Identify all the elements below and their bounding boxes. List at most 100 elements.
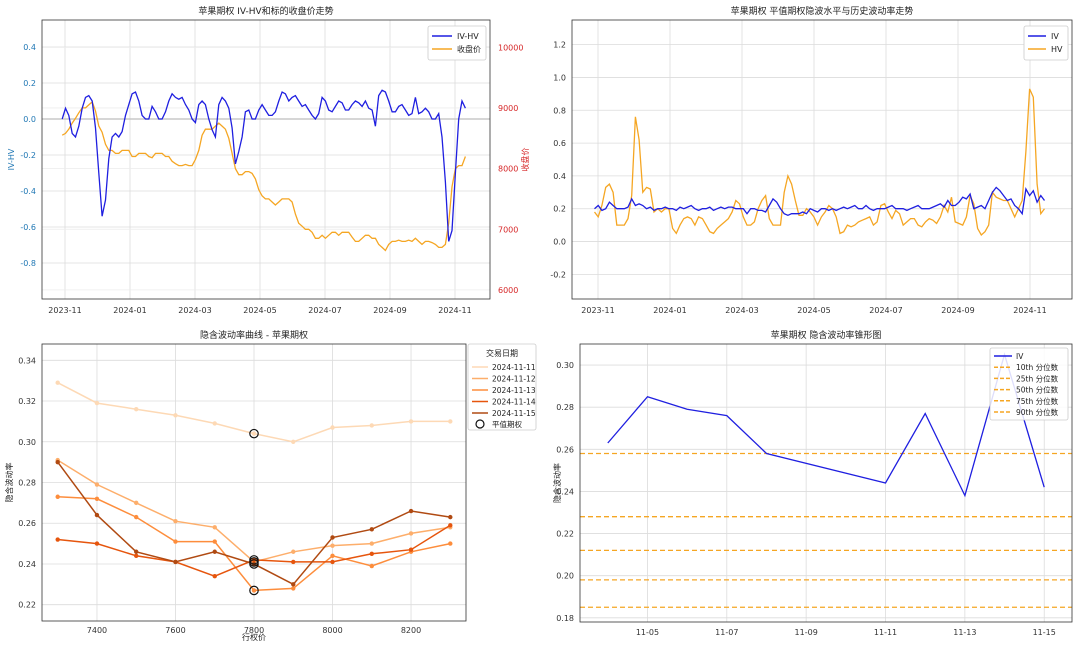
y-right-tick-label: 7000 bbox=[498, 225, 518, 234]
y-tick-label: 0.22 bbox=[18, 601, 36, 610]
atm-marker bbox=[249, 428, 259, 439]
y-axis-label: IV-HV bbox=[7, 148, 16, 170]
x-tick-label: 2024-05 bbox=[243, 306, 276, 315]
x-tick-label: 7400 bbox=[87, 626, 107, 635]
y-tick-label: 0.6 bbox=[553, 139, 566, 148]
smile-point bbox=[173, 413, 178, 418]
y-tick-label: -0.2 bbox=[20, 151, 36, 160]
smile-point bbox=[330, 543, 335, 548]
smile-point bbox=[173, 539, 178, 544]
x-tick-label: 7800 bbox=[244, 626, 264, 635]
smile-point bbox=[134, 514, 139, 520]
smile-point bbox=[251, 588, 257, 593]
y-tick-label: 0.20 bbox=[556, 572, 574, 581]
x-tick-label: 2024-07 bbox=[308, 306, 341, 315]
smile-point bbox=[369, 541, 374, 546]
plot-frame bbox=[41, 19, 491, 300]
y-tick-label: 0.30 bbox=[18, 438, 36, 447]
y-tick-label: 0.24 bbox=[556, 487, 574, 496]
x-tick-label: 2024-03 bbox=[178, 306, 211, 315]
smile-point bbox=[94, 496, 100, 501]
y-tick-label: 0.26 bbox=[556, 445, 574, 454]
legend-label: IV bbox=[1051, 32, 1059, 41]
legend-label: 2024-11-12 bbox=[492, 375, 536, 384]
smile-point bbox=[134, 406, 139, 412]
y-tick-label: 0.30 bbox=[556, 361, 574, 370]
iv-smile-chart: 隐含波动率曲线 - 苹果期权 0.34 0.32 0.30 0.28 0.26 0.24 0.… bbox=[4, 329, 537, 642]
y-right-tick-label: 6000 bbox=[498, 286, 518, 295]
smile-point bbox=[291, 549, 296, 554]
y-tick-label: -0.2 bbox=[550, 270, 566, 279]
y-tick-label: 0.2 bbox=[23, 79, 36, 88]
legend-atm-swatch bbox=[475, 419, 485, 429]
smile-point bbox=[330, 559, 335, 565]
smile-point bbox=[330, 553, 335, 559]
x-tick-label: 8200 bbox=[401, 626, 421, 635]
chart-title: 隐含波动率曲线 - 苹果期权 bbox=[200, 329, 308, 341]
smile-point bbox=[369, 563, 374, 569]
smile-point bbox=[448, 523, 453, 528]
legend-label: 10th 分位数 bbox=[1016, 362, 1059, 372]
y-tick-label: 1.2 bbox=[553, 41, 566, 50]
iv-cone-line bbox=[607, 352, 1045, 498]
legend-label: 平值期权 bbox=[492, 419, 522, 429]
x-tick-label: 2024-11 bbox=[1013, 306, 1046, 315]
smile-point bbox=[408, 419, 414, 424]
x-tick-label: 8000 bbox=[322, 626, 342, 635]
smile-point bbox=[291, 582, 296, 587]
smile-point bbox=[173, 518, 178, 524]
smile-point bbox=[408, 508, 414, 514]
y-tick-label: -0.8 bbox=[20, 259, 36, 268]
smile-point bbox=[330, 535, 335, 540]
smile-point bbox=[94, 541, 100, 546]
smile-point bbox=[94, 482, 100, 487]
smile-point bbox=[55, 537, 60, 542]
x-tick-label: 2024-01 bbox=[113, 306, 146, 315]
legend-label: 50th 分位数 bbox=[1016, 385, 1059, 395]
legend-box bbox=[467, 343, 537, 431]
x-tick-label: 11-09 bbox=[795, 628, 818, 637]
smile-point bbox=[212, 573, 217, 579]
chart-title: 苹果期权 IV-HV和标的收盘价走势 bbox=[198, 5, 333, 17]
legend-label: 2024-11-11 bbox=[492, 363, 536, 372]
y-right-tick-label: 10000 bbox=[498, 43, 523, 52]
x-tick-label: 2023-11 bbox=[48, 306, 81, 315]
x-tick-label: 2024-05 bbox=[797, 306, 830, 315]
smile-point bbox=[291, 586, 296, 591]
y-tick-label: 0.4 bbox=[23, 43, 36, 52]
y-tick-label: 0.22 bbox=[556, 530, 574, 539]
y-tick-label: 1.0 bbox=[553, 73, 566, 82]
smile-point bbox=[212, 525, 217, 530]
x-tick-label: 2024-09 bbox=[941, 306, 974, 315]
y-axis-label: 隐含波动率 bbox=[552, 463, 562, 503]
hv-line bbox=[593, 88, 1046, 237]
y-tick-label: 0.26 bbox=[18, 519, 36, 528]
x-tick-label: 2024-11 bbox=[438, 306, 471, 315]
y-right-axis-label: 收盘价 bbox=[520, 148, 530, 172]
smile-point bbox=[212, 421, 217, 426]
smile-point bbox=[55, 459, 60, 465]
y-tick-label: 0.18 bbox=[556, 614, 574, 623]
y-tick-label: 0.8 bbox=[553, 106, 566, 115]
legend-label: 25th 分位数 bbox=[1016, 373, 1059, 383]
smile-point bbox=[212, 539, 217, 544]
x-tick-label: 11-05 bbox=[636, 628, 659, 637]
x-tick-label: 2023-11 bbox=[581, 306, 614, 315]
x-tick-label: 11-07 bbox=[715, 628, 738, 637]
legend-label: IV bbox=[1016, 352, 1024, 361]
iv-hv-line bbox=[61, 89, 466, 242]
smile-point bbox=[408, 547, 414, 552]
x-tick-label: 11-11 bbox=[874, 628, 897, 637]
smile-point bbox=[55, 380, 60, 385]
legend-label: HV bbox=[1051, 45, 1063, 54]
smile-point bbox=[369, 527, 374, 532]
atm-marker bbox=[249, 585, 259, 596]
y-tick-label: -0.6 bbox=[20, 223, 36, 232]
smile-point bbox=[173, 559, 178, 565]
legend: IV HV bbox=[1023, 25, 1069, 61]
x-axis-label: 行权价 bbox=[242, 632, 266, 642]
atm-marker bbox=[249, 559, 259, 569]
y-right-tick-label: 9000 bbox=[498, 104, 518, 113]
iv-line bbox=[594, 186, 1046, 217]
